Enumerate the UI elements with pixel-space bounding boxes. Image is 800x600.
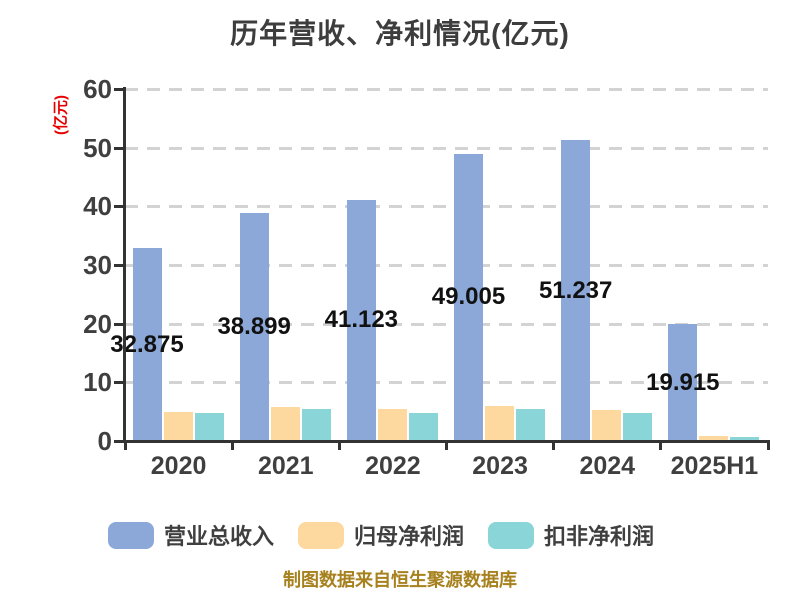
bar-1-2022 [377, 409, 407, 441]
y-tick-label: 20 [83, 308, 112, 339]
x-tick-label-2021: 2021 [257, 452, 314, 480]
bar-1-2025H1 [699, 435, 729, 441]
x-axis-tick [659, 441, 663, 450]
y-axis-tick [114, 381, 125, 385]
bar-value-label: 51.237 [538, 276, 613, 304]
y-gridline [125, 146, 768, 150]
legend-item-net-profit: 归母净利润 [298, 519, 464, 551]
bar-value-label: 19.915 [646, 368, 720, 396]
x-axis-tick [337, 441, 341, 450]
bar-2-2023 [516, 409, 545, 441]
legend-label-revenue: 营业总收入 [164, 524, 275, 549]
y-gridline [125, 88, 768, 91]
y-tick-label: 40 [83, 191, 112, 222]
bar-1-2020 [163, 411, 193, 441]
y-axis-tick [114, 146, 125, 150]
bar-2-2021 [301, 408, 331, 441]
bar-value-label: 49.005 [431, 283, 506, 311]
x-axis-line [123, 440, 770, 443]
bar-0-2022 [346, 199, 376, 441]
bar-2-2025H1 [730, 436, 760, 441]
x-axis-tick [445, 441, 448, 450]
y-gridline [125, 205, 768, 209]
bar-1-2024 [592, 409, 622, 441]
legend-swatch-revenue [108, 521, 154, 549]
y-axis-tick [114, 440, 125, 443]
bar-value-label: 38.899 [217, 312, 291, 340]
y-axis-line [123, 87, 126, 443]
bar-2-2024 [623, 412, 653, 441]
y-tick-label: 60 [83, 74, 112, 104]
x-tick-label-2022: 2022 [365, 452, 421, 480]
data-source-caption: 制图数据来自恒生聚源数据库 [283, 570, 517, 590]
bar-value-label: 32.875 [110, 330, 184, 358]
bar-2-2022 [408, 412, 438, 441]
y-tick-label: 0 [97, 426, 112, 456]
bar-value-label: 41.123 [324, 306, 399, 334]
chart-legend: 营业总收入 归母净利润 扣非净利润 [108, 519, 654, 551]
x-axis-tick [766, 441, 770, 450]
x-axis-tick [230, 441, 234, 450]
x-tick-label-2025H1: 2025H1 [670, 452, 759, 480]
bar-0-2025H1 [668, 324, 698, 441]
bar-1-2023 [485, 405, 514, 441]
chart-title: 历年营收、净利情况(亿元) [230, 18, 570, 49]
legend-label-net-profit: 归母净利润 [354, 524, 465, 549]
legend-item-non-gaap-profit: 扣非净利润 [488, 519, 654, 551]
y-gridline [125, 322, 768, 326]
legend-item-revenue: 营业总收入 [108, 519, 274, 551]
y-tick-label: 50 [83, 132, 112, 163]
y-axis-tick [114, 322, 125, 326]
y-tick-label: 10 [83, 367, 112, 398]
bar-0-2020 [132, 248, 162, 441]
y-gridline [125, 264, 768, 267]
y-axis-tick [114, 205, 125, 209]
x-tick-label-2020: 2020 [150, 452, 207, 480]
x-tick-label-2024: 2024 [579, 452, 636, 480]
x-axis-tick [552, 441, 556, 450]
y-gridline [125, 381, 768, 385]
legend-swatch-net-profit [298, 521, 345, 549]
y-axis-tick [114, 88, 125, 91]
bar-0-2024 [561, 140, 591, 441]
bar-1-2021 [270, 406, 300, 441]
bar-0-2023 [454, 153, 483, 441]
x-tick-label-2023: 2023 [472, 452, 528, 480]
bar-2-2020 [194, 413, 224, 441]
x-axis-tick [123, 441, 127, 450]
y-axis-tick [114, 264, 125, 267]
legend-label-non-gaap-profit: 扣非净利润 [544, 524, 655, 549]
y-tick-label: 30 [83, 250, 112, 280]
legend-swatch-non-gaap-profit [488, 521, 535, 549]
bar-0-2021 [239, 212, 269, 441]
